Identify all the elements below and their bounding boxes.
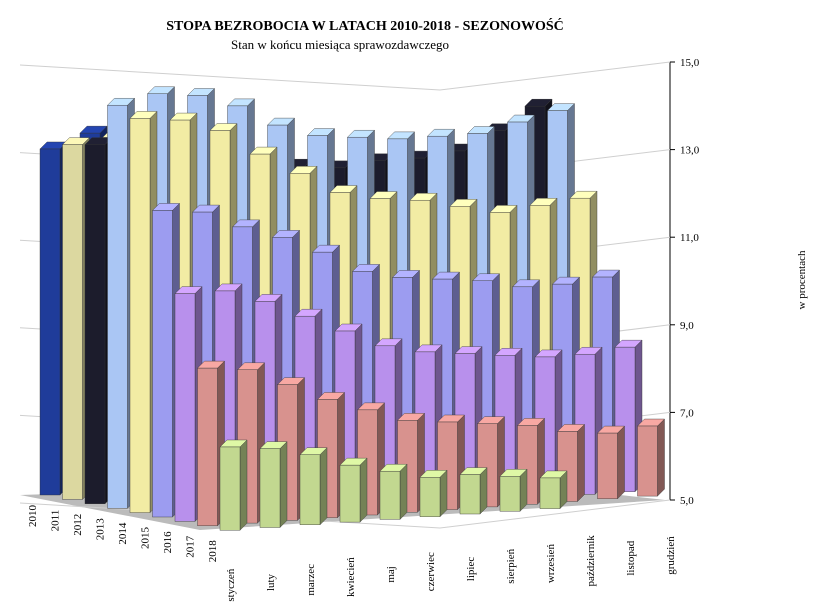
bar-side [519,468,528,512]
bar-side [479,467,488,515]
y-axis-label: w procentach [796,250,808,309]
series-label: 2010 [27,505,39,528]
bar-front [174,293,196,522]
bar [299,447,328,526]
x-tick-label: wrzesień [545,544,557,584]
x-tick-label: czerwiec [425,552,437,591]
bar [539,470,568,510]
bar-front [107,105,128,509]
series-label: 2011 [50,510,62,532]
grid-line [19,61,671,91]
y-tick-label: 11,0 [680,232,699,244]
x-tick-label: luty [265,573,277,591]
bar [637,418,665,497]
bar-front [339,464,361,523]
y-tick-label: 5,0 [680,495,694,507]
bar [219,439,248,531]
bar [499,468,528,512]
x-tick-label: październik [585,535,597,587]
bar-front [84,144,106,505]
bar-side [657,418,665,497]
chart-title: STOPA BEZROBOCIA W LATACH 2010-2018 - SE… [166,17,564,34]
bar [339,457,368,523]
bar [84,137,113,505]
bar-front [62,144,83,500]
series-label: 2018 [207,540,219,563]
bar-front [637,425,658,497]
chart-subtitle: Stan w końcu miesiąca sprawozdawczego [231,37,449,52]
bar-side [577,423,585,502]
series-label: 2017 [185,535,197,558]
x-tick-label: lipiec [465,557,477,582]
series-label: 2013 [95,518,107,541]
bar [459,467,488,515]
y-tick-label: 13,0 [680,145,700,157]
bar-front [379,471,401,520]
series-label: 2015 [140,527,152,550]
bar-front [219,446,241,531]
bar-side [617,425,625,500]
x-tick-label: marzec [305,564,317,596]
bar-side [439,469,448,518]
x-tick-label: maj [385,566,397,583]
x-tick-label: grudzień [665,536,677,575]
x-tick-label: kwiecień [345,557,357,597]
bar-front [197,367,218,526]
bar-front [129,118,151,513]
bar-side [279,441,288,528]
bar [379,463,408,520]
series-label: 2016 [162,531,174,554]
x-tick-label: sierpień [505,548,517,583]
bar-front [299,454,321,526]
bar-side [319,447,328,526]
y-tick-label: 9,0 [680,320,694,332]
y-tick-label: 7,0 [680,407,694,419]
bar-front [259,448,281,528]
bar-front [459,474,481,515]
bar [259,441,288,528]
bar [597,425,625,500]
series-label: 2014 [117,522,129,545]
bar [419,469,448,518]
y-tick-label: 15,0 [680,57,700,69]
bar-front [539,477,561,509]
bar-front [152,210,173,518]
series-label: 2012 [72,514,84,536]
bar-front [499,476,521,512]
x-tick-label: listopad [625,540,637,575]
bar-side [399,463,408,520]
x-tick-label: styczeń [225,568,237,601]
bar-side [359,457,368,523]
bar-side [239,439,248,531]
bar-front [39,148,61,496]
bar-front [419,477,441,517]
bar-front [597,432,618,500]
